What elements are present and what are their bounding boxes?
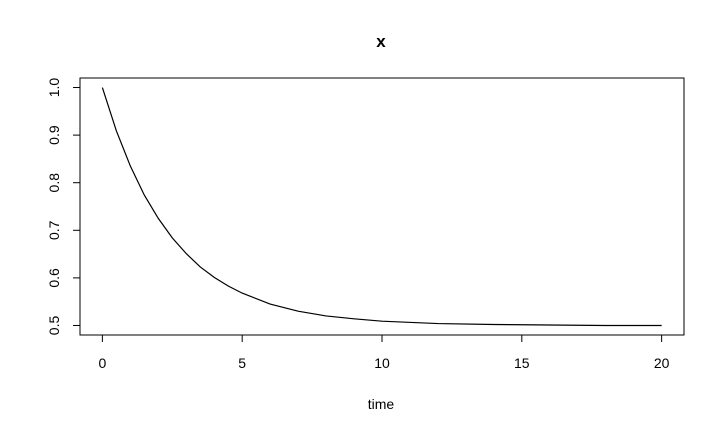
plot-box <box>79 77 685 336</box>
line-series <box>101 87 662 327</box>
x-axis-label: time <box>368 396 395 412</box>
y-tick-label: 0.9 <box>46 125 62 145</box>
x-tick-label: 20 <box>654 355 670 371</box>
x-tick-label: 5 <box>238 355 246 371</box>
x-tick-label: 0 <box>98 355 106 371</box>
y-tick-label: 0.7 <box>46 220 62 240</box>
x-tick-label: 15 <box>514 355 530 371</box>
y-tick-label: 0.5 <box>46 316 62 336</box>
y-tick-label: 0.8 <box>46 173 62 193</box>
x-tick-label: 10 <box>374 355 390 371</box>
y-tick-label: 1.0 <box>46 78 62 98</box>
chart-title: x <box>376 32 386 51</box>
y-tick-label: 0.6 <box>46 268 62 288</box>
